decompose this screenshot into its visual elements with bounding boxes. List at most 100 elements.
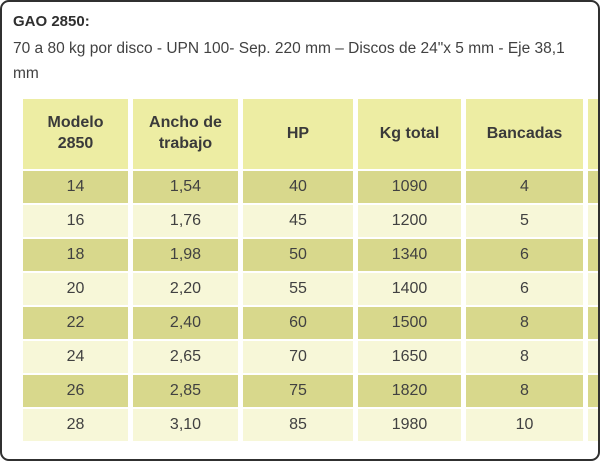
table-cell-label: 6 bbox=[520, 246, 529, 263]
table-cell: 70 bbox=[243, 341, 353, 373]
table-cell: 4 bbox=[466, 171, 583, 203]
column-header: Bancadas bbox=[466, 99, 583, 169]
table-cell-label: 1500 bbox=[391, 314, 428, 331]
table-cell: 1340 bbox=[358, 239, 461, 271]
product-title: GAO 2850: bbox=[13, 13, 90, 30]
column-header-label: HP bbox=[286, 124, 310, 142]
table-cell-label: 14 bbox=[66, 178, 85, 195]
table-cell: 1820 bbox=[358, 375, 461, 407]
table-cell-label: 60 bbox=[289, 314, 307, 331]
table-cell: 6 bbox=[466, 239, 583, 271]
table-cell-label: 2,85 bbox=[169, 382, 202, 399]
table-cell-label: 75 bbox=[289, 382, 307, 399]
table-cell-label: 1650 bbox=[391, 348, 428, 365]
table-cell-label: 16 bbox=[66, 212, 85, 229]
table-cell: 50 bbox=[243, 239, 353, 271]
table-cell-label: 2,40 bbox=[169, 314, 202, 331]
column-header-label: Kg total bbox=[379, 124, 440, 142]
column-header: Modelo 2850 bbox=[23, 99, 128, 169]
table-cell-label: 8 bbox=[520, 314, 529, 331]
table-cell: 1200 bbox=[358, 205, 461, 237]
table-cell-empty bbox=[588, 273, 598, 305]
table-cell: 18 bbox=[23, 239, 128, 271]
table-cell: 5 bbox=[466, 205, 583, 237]
table-cell-label: 8 bbox=[520, 382, 529, 399]
table-cell: 16 bbox=[23, 205, 128, 237]
table-cell-label: 1340 bbox=[391, 246, 428, 263]
column-header-empty bbox=[588, 99, 598, 169]
table-cell: 75 bbox=[243, 375, 353, 407]
table-cell-label: 10 bbox=[515, 416, 534, 433]
table-cell: 1,98 bbox=[133, 239, 238, 271]
table-cell-label: 4 bbox=[520, 178, 529, 195]
table-cell-label: 26 bbox=[66, 382, 85, 399]
table-cell-label: 55 bbox=[289, 280, 307, 297]
table-cell: 22 bbox=[23, 307, 128, 339]
table-cell: 45 bbox=[243, 205, 353, 237]
table-cell: 1090 bbox=[358, 171, 461, 203]
column-header: HP bbox=[243, 99, 353, 169]
table-cell: 26 bbox=[23, 375, 128, 407]
table-cell-label: 5 bbox=[520, 212, 529, 229]
table-cell: 2,40 bbox=[133, 307, 238, 339]
table-cell: 1,54 bbox=[133, 171, 238, 203]
table-cell-label: 1090 bbox=[391, 178, 428, 195]
table-cell-label: 8 bbox=[520, 348, 529, 365]
product-description: 70 a 80 kg por disco - UPN 100- Sep. 220… bbox=[13, 40, 565, 82]
table-cell-label: 28 bbox=[66, 416, 85, 433]
spec-table: Modelo 2850 Ancho de trabajo HP Kg total Ban… bbox=[23, 99, 598, 441]
table-cell: 10 bbox=[466, 409, 583, 441]
table-cell-empty bbox=[588, 239, 598, 271]
table-cell: 8 bbox=[466, 307, 583, 339]
table-cell-empty bbox=[588, 375, 598, 407]
table-cell-label: 45 bbox=[289, 212, 307, 229]
table-cell-label: 40 bbox=[289, 178, 307, 195]
table-cell-empty bbox=[588, 409, 598, 441]
intro-section: GAO 2850: 70 a 80 kg por disco - UPN 100… bbox=[13, 11, 591, 86]
table-cell-label: 1980 bbox=[391, 416, 428, 433]
table-cell: 2,65 bbox=[133, 341, 238, 373]
table-cell-label: 50 bbox=[289, 246, 307, 263]
table-cell: 85 bbox=[243, 409, 353, 441]
table-cell-label: 70 bbox=[289, 348, 307, 365]
table-cell-label: 1400 bbox=[391, 280, 428, 297]
table-cell: 14 bbox=[23, 171, 128, 203]
table-cell: 2,20 bbox=[133, 273, 238, 305]
table-cell-label: 1,76 bbox=[169, 212, 202, 229]
table-cell-label: 1200 bbox=[391, 212, 428, 229]
table-cell-label: 2,20 bbox=[169, 280, 202, 297]
table-cell-empty bbox=[588, 307, 598, 339]
table-cell-empty bbox=[588, 341, 598, 373]
table-cell-label: 6 bbox=[520, 280, 529, 297]
table-cell: 3,10 bbox=[133, 409, 238, 441]
table-cell: 40 bbox=[243, 171, 353, 203]
table-cell: 24 bbox=[23, 341, 128, 373]
table-cell: 8 bbox=[466, 341, 583, 373]
table-cell-label: 1,98 bbox=[169, 246, 202, 263]
table-cell: 1500 bbox=[358, 307, 461, 339]
table-cell: 60 bbox=[243, 307, 353, 339]
table-cell: 1,76 bbox=[133, 205, 238, 237]
table-cell: 55 bbox=[243, 273, 353, 305]
table-cell-label: 2,65 bbox=[169, 348, 202, 365]
column-header: Kg total bbox=[358, 99, 461, 169]
table-cell: 1400 bbox=[358, 273, 461, 305]
table-cell-label: 24 bbox=[66, 348, 85, 365]
table-cell: 2,85 bbox=[133, 375, 238, 407]
table-cell-label: 1820 bbox=[391, 382, 428, 399]
table-cell-empty bbox=[588, 171, 598, 203]
table-cell: 20 bbox=[23, 273, 128, 305]
table-cell: 1980 bbox=[358, 409, 461, 441]
table-cell-label: 3,10 bbox=[169, 416, 202, 433]
column-header: Ancho de trabajo bbox=[133, 99, 238, 169]
table-cell-label: 85 bbox=[289, 416, 307, 433]
table-cell: 8 bbox=[466, 375, 583, 407]
table-cell-label: 22 bbox=[66, 314, 85, 331]
table-cell-label: 20 bbox=[66, 280, 85, 297]
column-header-label: Modelo 2850 bbox=[47, 114, 104, 152]
table-cell: 28 bbox=[23, 409, 128, 441]
table-cell: 6 bbox=[466, 273, 583, 305]
table-cell-empty bbox=[588, 205, 598, 237]
table-cell: 1650 bbox=[358, 341, 461, 373]
